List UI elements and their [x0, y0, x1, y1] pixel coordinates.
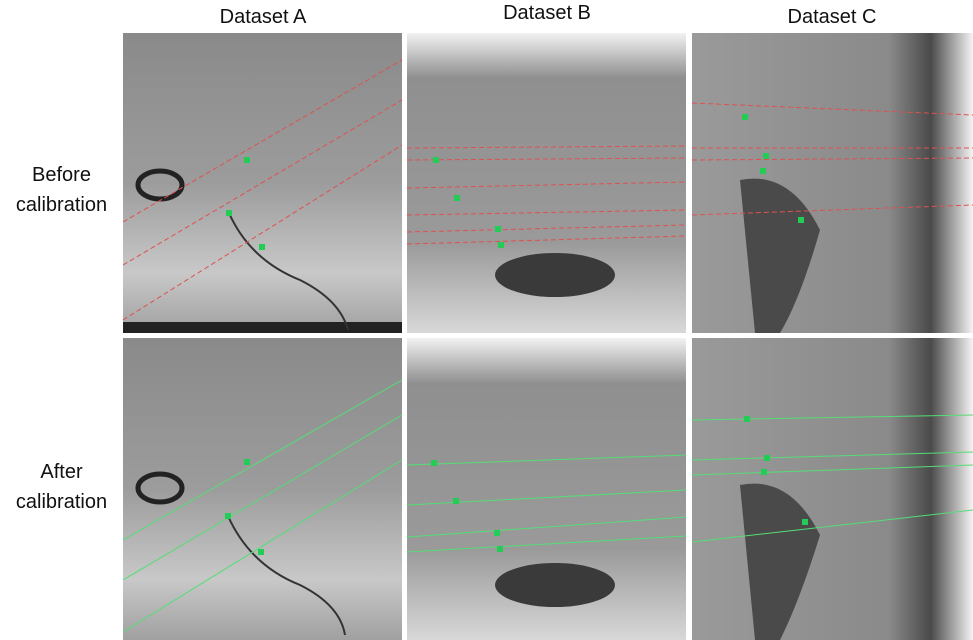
- panel-b1: [407, 33, 686, 333]
- row-title: After calibration: [0, 457, 123, 517]
- panel-a2: [123, 338, 402, 640]
- figure: Dataset A Dataset B Dataset C Before cal…: [0, 0, 973, 640]
- column-title: Dataset C: [692, 6, 972, 29]
- panel-a1: [123, 33, 402, 333]
- row-title: Before calibration: [0, 160, 123, 220]
- column-title: Dataset A: [123, 6, 403, 29]
- column-title: Dataset B: [407, 2, 687, 25]
- panel-c2: [692, 338, 973, 640]
- image-grid: [0, 0, 973, 640]
- panel-b2: [407, 338, 686, 640]
- panel-c1: [692, 33, 973, 333]
